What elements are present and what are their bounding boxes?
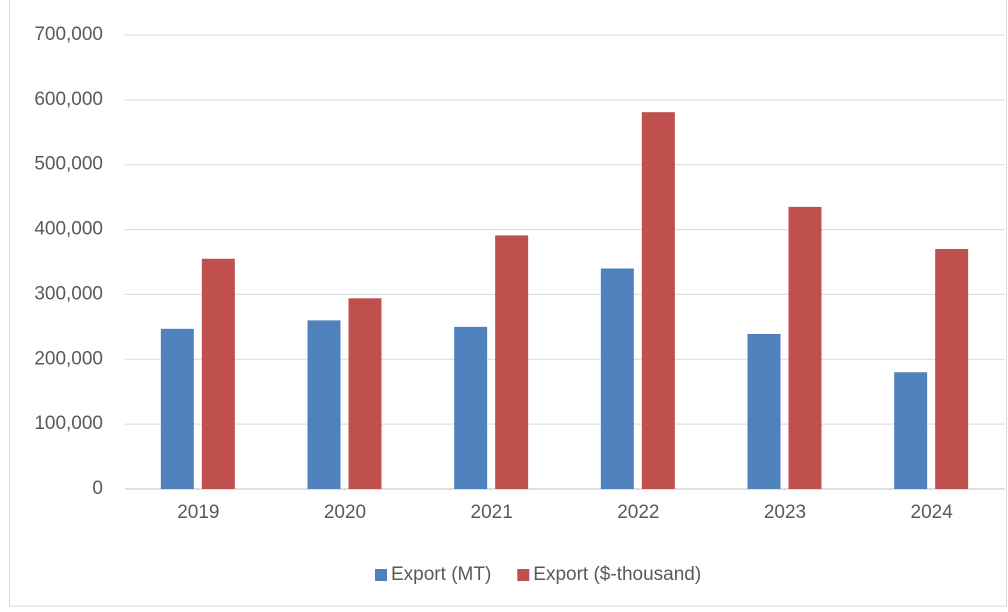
y-tick-label: 500,000 [34,154,103,175]
y-tick-label: 400,000 [34,219,103,240]
bar [747,333,781,489]
bar [894,372,928,489]
bar [160,328,194,489]
bar [307,320,341,489]
x-tick-label: 2021 [471,502,513,523]
y-tick-label: 600,000 [34,89,103,110]
y-tick-label: 300,000 [34,283,103,304]
legend-label: Export ($-thousand) [533,564,701,585]
x-tick-label: 2019 [177,502,219,523]
x-tick-label: 2022 [617,502,659,523]
y-tick-label: 200,000 [34,348,103,369]
x-tick-label: 2023 [764,502,806,523]
bar [348,298,382,489]
bar [788,206,822,489]
bar [600,268,634,489]
y-tick-label: 0 [92,478,103,499]
y-tick-label: 100,000 [34,413,103,434]
legend-swatch [375,569,387,581]
legend-label: Export (MT) [391,564,491,585]
x-tick-label: 2024 [911,502,954,523]
bar [935,249,969,489]
bar [201,258,235,489]
y-tick-label: 700,000 [34,24,103,45]
x-tick-label: 2020 [324,502,366,523]
bar [454,326,488,489]
legend-swatch [517,569,530,581]
bar [641,112,675,490]
bar [495,235,529,489]
